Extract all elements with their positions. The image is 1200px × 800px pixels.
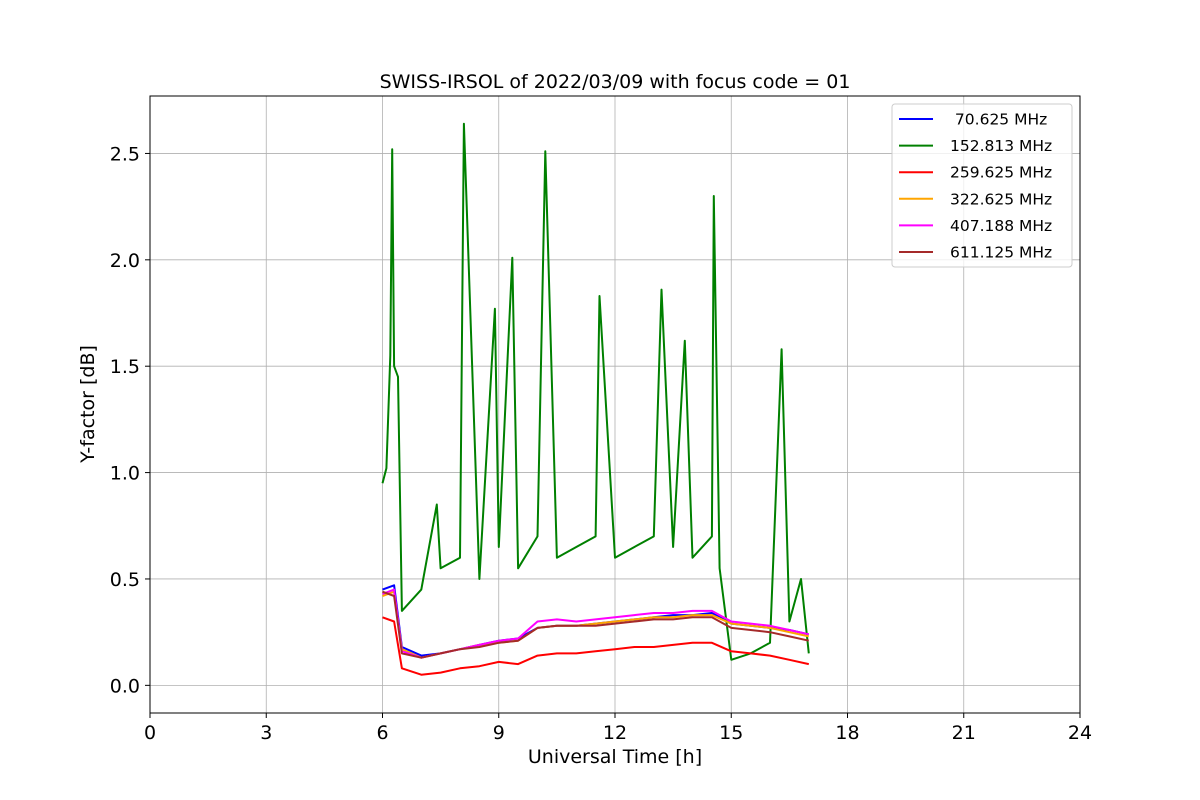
series-line-5 [382,590,810,659]
series-line-2 [382,616,810,676]
x-tick-label: 24 [1068,722,1092,744]
plot-series [381,122,810,676]
x-tick-label: 6 [376,722,388,744]
legend-label-2: 259.625 MHz [950,164,1052,182]
x-tick-label: 18 [835,722,859,744]
y-axis-label: Y-factor [dB] [77,345,99,464]
legend-label-4: 407.188 MHz [950,217,1052,235]
y-tick-label: 1.5 [110,356,140,378]
x-tick-label: 9 [493,722,505,744]
x-axis-ticks: 0 3 6 9 12 15 18 21 24 [144,713,1092,744]
y-axis-ticks: 0.0 0.5 1.0 1.5 2.0 2.5 [110,143,150,697]
legend-label-5: 611.125 MHz [950,244,1052,262]
x-tick-label: 21 [952,722,976,744]
x-tick-label: 3 [260,722,272,744]
y-tick-label: 1.0 [110,463,140,485]
legend-box [891,103,1073,268]
y-tick-label: 2.0 [110,250,140,272]
x-tick-label: 0 [144,722,156,744]
chart-title: SWISS-IRSOL of 2022/03/09 with focus cod… [380,71,851,93]
y-tick-label: 2.5 [110,143,140,165]
series-line-1 [381,122,810,661]
legend-label-1: 152.813 MHz [950,137,1052,155]
y-tick-label: 0.0 [110,675,140,697]
legend-label-0: 70.625 MHz [950,111,1047,129]
x-axis-label: Universal Time [h] [528,746,702,768]
legend: 70.625 MHz 152.813 MHz 259.625 MHz 322.625 … [891,103,1073,268]
legend-label-3: 322.625 MHz [950,190,1052,208]
x-tick-label: 12 [603,722,627,744]
y-tick-label: 0.5 [110,569,140,591]
x-tick-label: 15 [719,722,743,744]
